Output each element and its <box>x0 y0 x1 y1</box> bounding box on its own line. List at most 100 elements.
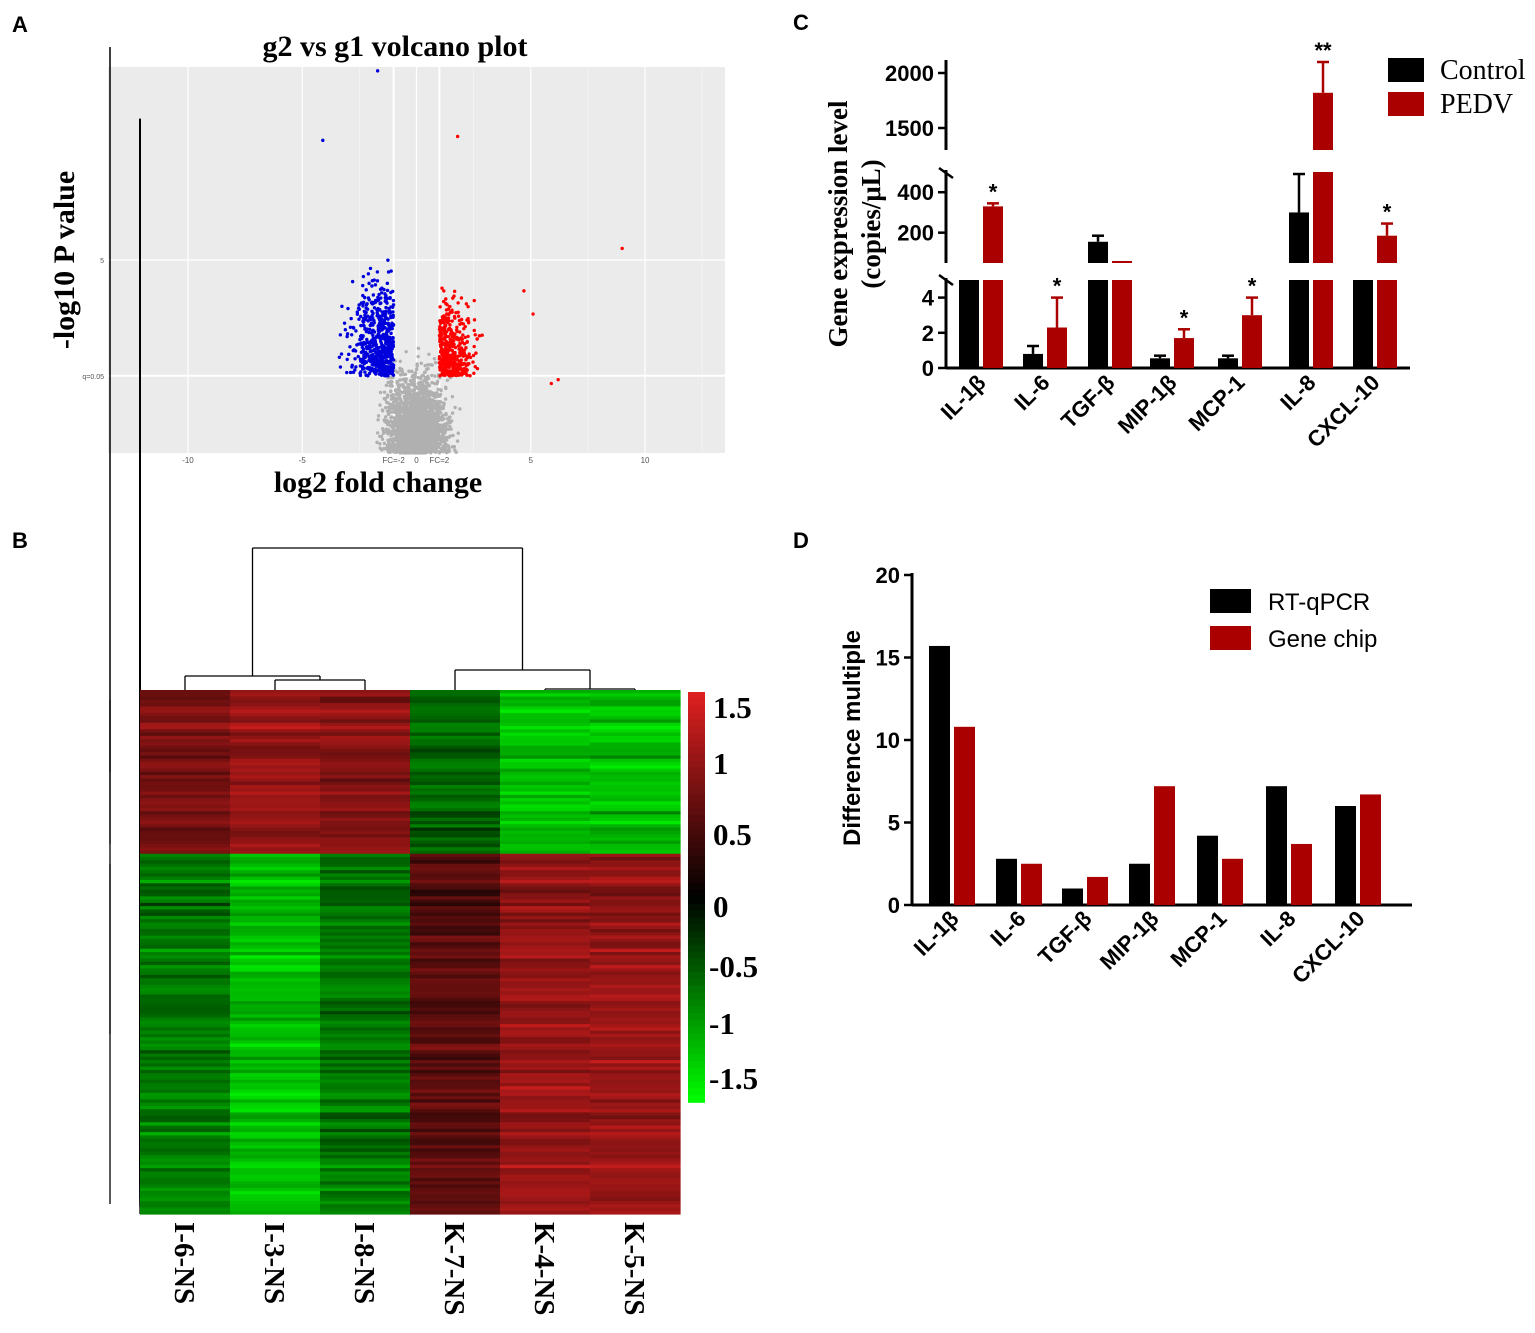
volcano-point <box>443 441 447 445</box>
volcano-point <box>391 310 395 314</box>
heatmap-cell <box>320 1115 411 1120</box>
volcano-point <box>377 332 381 337</box>
heatmap-cell <box>590 1164 681 1169</box>
heatmap-cell <box>320 1020 411 1025</box>
volcano-point <box>377 292 381 297</box>
control-bar <box>1289 280 1309 368</box>
heatmap-cell <box>500 922 591 927</box>
heatmap-cell <box>500 1069 591 1074</box>
volcano-point <box>428 440 433 444</box>
heatmap-cell <box>590 938 681 943</box>
heatmap-cell <box>320 1171 411 1176</box>
colorbar-segment <box>688 1054 705 1062</box>
heatmap-cell <box>590 955 681 960</box>
volcano-point <box>445 421 450 425</box>
heatmap-cell <box>410 952 501 956</box>
volcano-point <box>416 354 420 359</box>
heatmap-cell <box>140 994 231 999</box>
volcano-point <box>384 415 388 419</box>
heatmap-cell <box>590 929 681 933</box>
volcano-point <box>426 366 430 371</box>
heatmap-cell <box>230 837 321 842</box>
panel-label-c: C <box>793 10 809 35</box>
volcano-point <box>390 326 394 331</box>
heatmap-cell <box>230 1135 321 1140</box>
heatmap-cell <box>230 1177 321 1182</box>
volcano-point <box>448 434 452 438</box>
volcano-point <box>391 313 395 318</box>
heatmap-cell <box>230 883 321 888</box>
heatmap-cell <box>500 696 591 701</box>
heatmap-cell <box>320 912 411 917</box>
heatmap-cell <box>590 827 681 832</box>
heatmap-cell <box>590 919 681 924</box>
heatmap-cell <box>140 938 231 943</box>
volcano-point <box>363 295 367 300</box>
heatmap-cell <box>320 758 411 763</box>
heatmap-cell <box>230 1050 321 1055</box>
volcano-point <box>419 441 423 446</box>
volcano-point <box>398 378 402 382</box>
heatmap-cell <box>500 716 591 721</box>
heatmap-cell <box>230 958 321 963</box>
legend-swatch-control <box>1388 58 1424 82</box>
volcano-x-tick: -10 <box>182 456 194 465</box>
heatmap-cell <box>410 1027 501 1032</box>
heatmap-cell <box>590 752 681 757</box>
heatmap-cell <box>230 771 321 776</box>
volcano-point <box>401 402 405 406</box>
volcano-point <box>465 373 469 377</box>
volcano-point <box>450 308 454 312</box>
volcano-point <box>397 417 402 421</box>
heatmap-cell <box>230 876 321 881</box>
volcano-point <box>375 368 379 373</box>
heatmap-cell <box>590 1060 681 1064</box>
volcano-point <box>347 352 351 357</box>
volcano-point <box>419 376 423 381</box>
heatmap-cell <box>590 1037 681 1042</box>
volcano-point <box>378 446 382 450</box>
volcano-point <box>468 355 473 360</box>
heatmap-cell <box>590 850 681 855</box>
volcano-point <box>447 449 452 453</box>
significance-marker: * <box>1383 200 1392 225</box>
heatmap-cell <box>140 1122 231 1127</box>
difference-category-label: CXCL-10 <box>1287 906 1370 989</box>
volcano-point <box>457 359 461 363</box>
heatmap-cell <box>410 1024 501 1028</box>
volcano-point <box>452 294 456 298</box>
heatmap-cell <box>590 748 681 753</box>
heatmap-cell <box>410 706 501 711</box>
volcano-point <box>450 411 455 415</box>
heatmap-cell <box>410 1119 501 1123</box>
heatmap-cell <box>590 735 681 740</box>
volcano-point <box>364 345 369 349</box>
heatmap-cell <box>230 978 321 983</box>
volcano-point <box>416 346 421 351</box>
volcano-point <box>456 344 461 348</box>
heatmap-cell <box>140 824 231 829</box>
control-bar <box>1150 358 1170 368</box>
panel-label-d: D <box>793 528 809 553</box>
volcano-point <box>321 138 325 143</box>
heatmap-cell <box>230 742 321 747</box>
heatmap-cell <box>140 1168 231 1173</box>
volcano-point <box>348 325 353 329</box>
heatmap-cell <box>320 1187 411 1192</box>
volcano-point <box>389 356 393 360</box>
heatmap-cell <box>230 821 321 825</box>
heatmap-cell <box>410 1200 501 1205</box>
heatmap-cell <box>590 837 681 842</box>
colorbar-segment <box>688 958 705 967</box>
heatmap-cell <box>320 834 411 838</box>
volcano-point <box>450 319 454 323</box>
volcano-point <box>343 328 348 332</box>
volcano-point <box>443 368 448 372</box>
volcano-point <box>410 375 414 379</box>
volcano-point <box>345 332 350 336</box>
heatmap-cell <box>410 748 501 753</box>
heatmap-cell <box>410 1125 501 1130</box>
heatmap-cell <box>410 778 501 783</box>
volcano-point <box>440 423 445 428</box>
heatmap-cell <box>500 690 591 694</box>
